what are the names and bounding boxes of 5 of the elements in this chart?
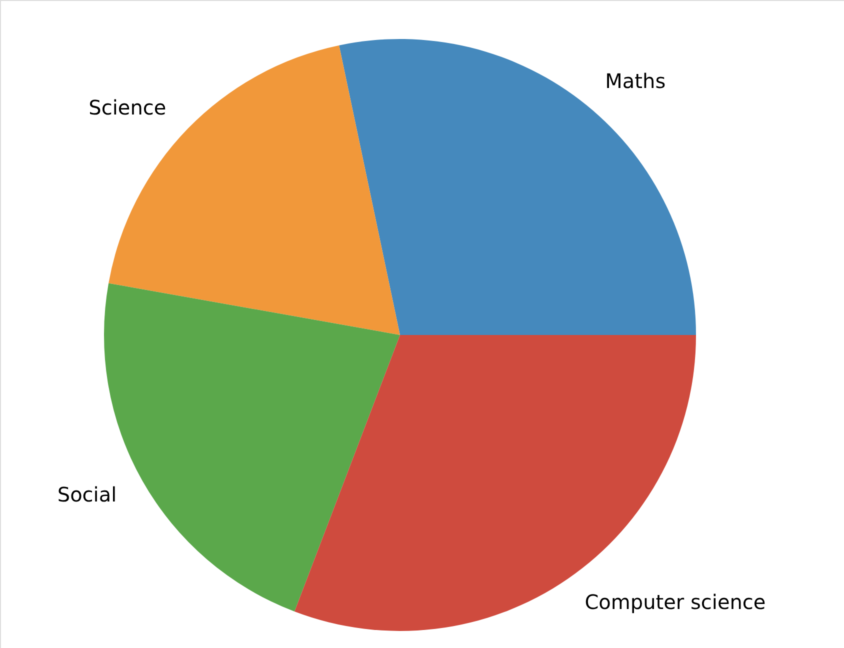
slice-label: Maths — [605, 69, 666, 94]
slice-label: Science — [88, 95, 166, 120]
slice-label: Social — [57, 482, 117, 506]
pie-slice — [339, 39, 696, 335]
slice-label: Computer science — [584, 590, 766, 614]
